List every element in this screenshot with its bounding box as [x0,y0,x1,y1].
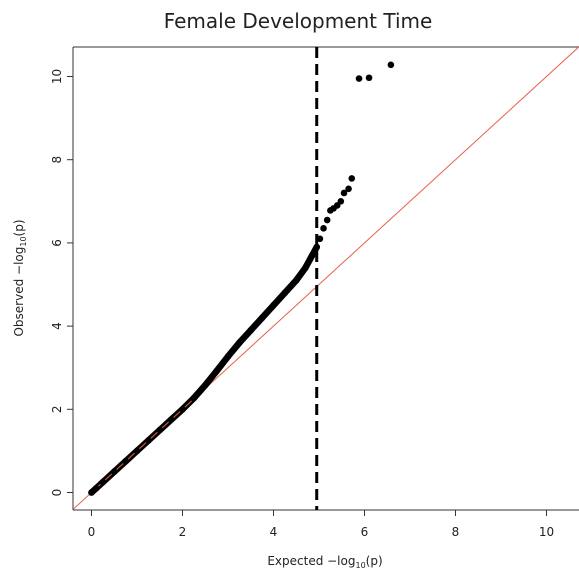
y-axis-label-prefix: Observed −log [12,247,26,337]
data-point [156,426,164,434]
y-tick-label: 10 [50,69,64,84]
x-tick-label: 6 [361,525,369,539]
data-point [355,75,363,82]
y-tick-label: 0 [50,489,64,497]
data-point [110,468,118,476]
y-axis-label: Observed −log10(p) [12,219,28,336]
plot-area: 0 2 4 6 8 10 0 2 4 6 8 10 [50,46,579,539]
reference-line-overlay [91,400,192,493]
data-point [313,243,321,251]
points-dense-band [88,243,320,496]
y-tick-label: 4 [50,322,64,330]
x-tick-label: 2 [179,525,187,539]
data-point [348,175,356,182]
data-point [236,339,243,347]
data-point [179,406,186,413]
data-point [345,185,352,193]
x-axis-label-sub: 10 [355,561,365,570]
reference-line [73,47,579,510]
y-tick-label: 2 [50,405,64,413]
x-tick-label: 8 [452,525,460,539]
data-point [122,458,129,465]
data-point [247,326,255,334]
x-axis-label-suffix: (p) [366,554,383,568]
data-point [365,74,373,82]
data-point [92,485,100,492]
data-point [316,235,324,243]
data-point [270,302,277,309]
data-point [201,381,209,389]
data-point [292,277,300,284]
x-tick-label: 0 [88,525,96,539]
y-axis-label-sub: 10 [19,236,28,246]
x-axis-label-prefix: Expected −log [267,554,355,568]
data-point [99,478,107,486]
data-point [340,189,348,197]
x-tick-label: 4 [270,525,278,539]
data-point [88,489,95,496]
chart-title: Female Development Time [164,9,433,33]
data-point [258,314,266,322]
data-point [308,252,316,259]
data-point [387,61,395,69]
data-point [213,367,220,375]
x-tick-label: 10 [539,525,554,539]
data-point [133,447,141,455]
y-tick-label: 8 [50,156,64,164]
y-axis-label-suffix: (p) [12,219,26,236]
y-tick-label: 6 [50,239,64,247]
data-point [323,216,331,224]
data-point [167,416,175,424]
data-point [320,225,327,232]
data-point [281,289,289,297]
x-axis-label: Expected −log10(p) [267,554,382,570]
data-point [145,437,152,444]
data-point [302,264,309,272]
data-point [190,394,198,402]
data-point [224,353,232,360]
data-point [337,198,345,205]
